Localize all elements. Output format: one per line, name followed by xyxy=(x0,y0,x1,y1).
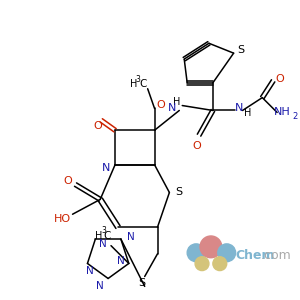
Text: 2: 2 xyxy=(292,112,298,121)
Text: H: H xyxy=(95,231,103,241)
Text: H: H xyxy=(130,79,137,89)
Text: .com: .com xyxy=(260,249,291,262)
Circle shape xyxy=(195,257,209,271)
Text: H: H xyxy=(172,97,180,106)
Circle shape xyxy=(187,244,205,262)
Text: O: O xyxy=(93,121,102,131)
Text: S: S xyxy=(237,45,244,55)
Text: N: N xyxy=(234,103,243,113)
Text: O: O xyxy=(193,141,201,151)
Text: 3: 3 xyxy=(135,75,140,84)
Text: NH: NH xyxy=(274,107,290,117)
Text: H: H xyxy=(244,108,251,118)
Text: N: N xyxy=(85,266,93,276)
Text: C: C xyxy=(139,79,146,89)
Text: O: O xyxy=(276,74,284,84)
Text: N: N xyxy=(168,103,176,113)
Text: O: O xyxy=(156,100,165,110)
Circle shape xyxy=(200,236,222,258)
Text: 3: 3 xyxy=(102,226,106,235)
Circle shape xyxy=(213,257,227,271)
Text: N: N xyxy=(127,232,135,242)
Text: C: C xyxy=(103,231,111,241)
Text: O: O xyxy=(63,176,72,186)
Text: N: N xyxy=(96,281,104,291)
Text: S: S xyxy=(138,278,145,288)
Text: N: N xyxy=(117,256,125,266)
Text: S: S xyxy=(176,188,183,197)
Text: HO: HO xyxy=(54,214,71,224)
Circle shape xyxy=(218,244,236,262)
Text: Chem: Chem xyxy=(236,249,275,262)
Text: N: N xyxy=(102,163,110,173)
Text: N: N xyxy=(99,239,107,249)
